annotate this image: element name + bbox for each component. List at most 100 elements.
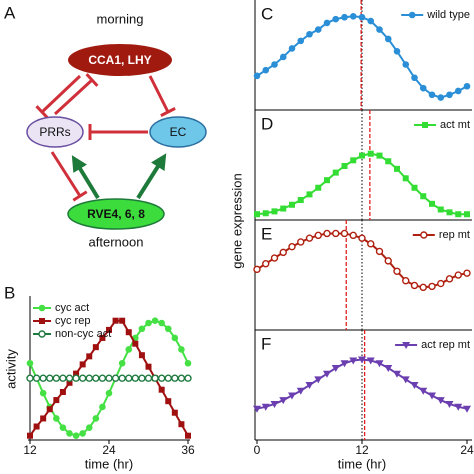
inhibition-bar (160, 107, 176, 117)
x-axis-label: time (hr) (338, 456, 386, 471)
point (419, 387, 428, 395)
panel-letter: D (261, 114, 273, 133)
point (125, 374, 133, 382)
point (105, 374, 113, 382)
point (323, 229, 331, 238)
point (184, 374, 192, 382)
point (393, 47, 401, 55)
point (384, 35, 392, 43)
point (253, 72, 261, 80)
point (296, 387, 305, 395)
legend-marker (38, 304, 46, 312)
point (420, 193, 427, 200)
point (261, 403, 270, 411)
point (297, 238, 305, 246)
point (157, 374, 166, 382)
point (253, 265, 261, 274)
x-tick-label: 24 (102, 443, 116, 457)
point (315, 184, 322, 191)
legend-label: act rep mt (421, 339, 470, 351)
point (254, 211, 260, 218)
legend-label: wild type (426, 9, 470, 21)
point (112, 317, 119, 324)
point (314, 26, 322, 33)
point (118, 374, 126, 382)
point (464, 211, 470, 218)
point (419, 283, 427, 292)
point (119, 317, 126, 324)
point (270, 400, 279, 408)
point (340, 229, 349, 238)
activation-edge (136, 153, 167, 200)
point (463, 82, 471, 90)
point (428, 282, 436, 291)
point (393, 370, 401, 378)
inhibition-edge (40, 74, 82, 114)
point (53, 397, 60, 404)
legend-label: cyc act (55, 302, 89, 314)
y-axis-label: gene expression (229, 173, 244, 268)
point (394, 165, 400, 172)
point (288, 45, 296, 52)
point (437, 206, 444, 213)
point (46, 374, 54, 382)
point (72, 374, 80, 382)
point (402, 61, 410, 68)
point (410, 281, 419, 290)
point (138, 325, 146, 333)
point (26, 359, 34, 367)
point (314, 231, 322, 240)
point (270, 254, 279, 262)
point (73, 370, 80, 377)
point (262, 66, 270, 74)
point (463, 405, 471, 413)
point (455, 211, 462, 218)
point (92, 415, 100, 422)
point (297, 197, 304, 204)
point (341, 13, 348, 21)
point (411, 184, 418, 191)
point (32, 374, 41, 382)
point (445, 400, 454, 408)
point (164, 325, 172, 333)
point (305, 382, 314, 390)
point (144, 374, 153, 382)
point (445, 275, 454, 283)
legend-marker (422, 122, 429, 128)
legend-marker (38, 330, 46, 338)
point (332, 15, 340, 23)
point (341, 163, 348, 169)
node-label: CCA1, LHY (88, 53, 151, 67)
point (349, 231, 357, 240)
activation-edge (71, 155, 100, 200)
point (66, 430, 73, 437)
point (314, 376, 323, 384)
point (125, 346, 133, 353)
point (99, 403, 106, 411)
point (184, 359, 192, 367)
point (324, 177, 330, 184)
point (402, 175, 409, 182)
point (454, 403, 463, 411)
point (158, 319, 165, 327)
panel-letter: E (261, 224, 272, 243)
point (111, 374, 120, 382)
point (428, 392, 436, 400)
point (366, 357, 375, 365)
point (178, 421, 185, 428)
point (52, 374, 61, 382)
point (376, 152, 383, 159)
inhibition-edge (148, 75, 170, 113)
point (253, 405, 261, 413)
point (85, 424, 93, 431)
point (59, 374, 67, 382)
point (178, 346, 185, 353)
point (66, 379, 73, 386)
point (428, 91, 436, 99)
point (271, 61, 278, 68)
node (149, 116, 207, 148)
node (67, 198, 165, 230)
legend-marker (420, 231, 428, 239)
point (271, 208, 278, 215)
point (185, 432, 191, 439)
